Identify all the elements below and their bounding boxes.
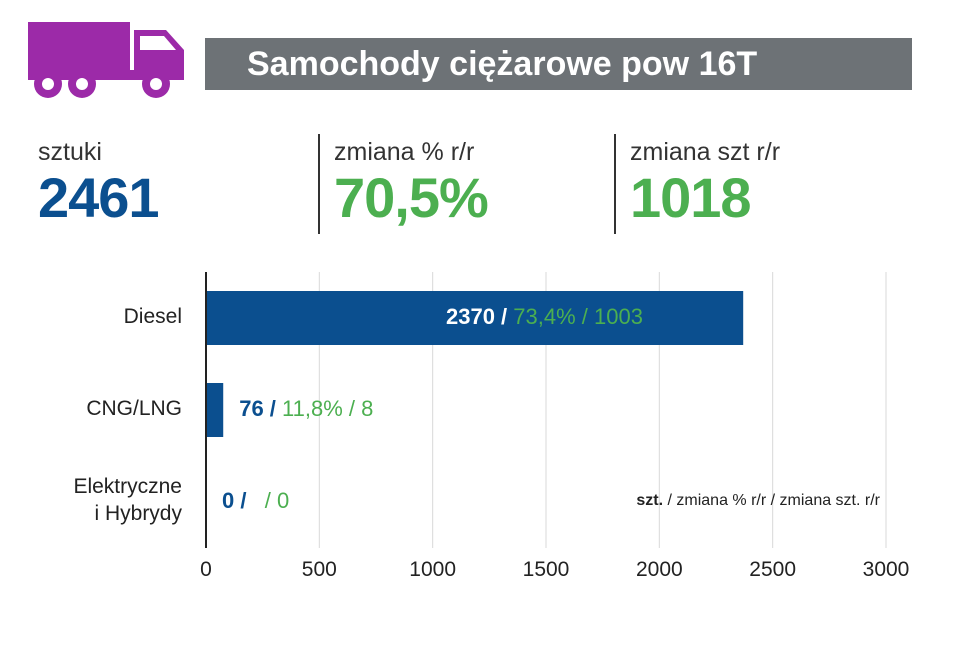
data-label-change: 11,8% / 8 [275,396,374,421]
truck-icon [28,22,184,98]
kpi-unit-change-value: 1018 [630,166,752,229]
x-tick-label: 2500 [749,558,797,581]
kpi-unit-change-label: zmiana szt r/r [630,138,781,166]
kpi-pct-change-value: 70,5% [334,166,489,229]
data-label-count: 76 / [239,396,276,421]
data-label-count: 0 / [222,488,247,513]
kpi-unit-change: zmiana szt r/r 1018 [630,138,780,229]
data-label-count: 2370 / [446,304,508,329]
category-label-line: Elektryczne [73,475,182,498]
x-tick-label: 1500 [522,558,570,581]
kpi-count: sztuki 2461 [38,138,160,229]
category-label: CNG/LNG [22,395,182,422]
bar [207,291,744,345]
kpi-count-value: 2461 [38,166,160,229]
legend-units: szt. [636,492,664,509]
data-label: 76 / 11,8% / 8 [239,396,373,422]
legend-text: / zmiana % r/r / zmiana szt. r/r [663,492,881,509]
x-tick-label: 500 [301,558,337,581]
data-label: 2370 / 73,4% / 1003 [446,304,643,330]
kpi-divider [614,134,616,234]
bar-chart: 0 500 1000 1500 2000 2500 3000 Diesel 2370 / 73,… [0,260,960,590]
data-label-change: 73,4% / 1003 [507,304,643,329]
data-label: 0 / / 0 [222,488,289,514]
chart-plot [205,272,887,548]
x-tick-label: 0 [200,558,212,581]
kpi-pct-change: zmiana % r/r 70,5% [334,138,489,229]
kpi-divider [318,134,320,234]
category-label-line: i Hybrydy [94,502,182,525]
kpi-pct-change-label: zmiana % r/r [334,138,475,166]
legend: szt. / zmiana % r/r / zmiana szt. r/r [636,492,880,510]
kpi-count-label: sztuki [38,138,102,166]
data-label-change: / 0 [246,488,290,513]
x-tick-label: 1000 [409,558,457,581]
category-label-line: CNG/LNG [86,396,182,420]
category-label: Elektryczne i Hybrydy [22,473,182,527]
category-label-line: Diesel [123,304,182,328]
category-label: Diesel [22,303,182,330]
x-tick-label: 3000 [862,558,910,581]
page-title: Samochody ciężarowe pow 16T [205,38,912,90]
x-tick-label: 2000 [635,558,683,581]
bar [207,383,224,437]
